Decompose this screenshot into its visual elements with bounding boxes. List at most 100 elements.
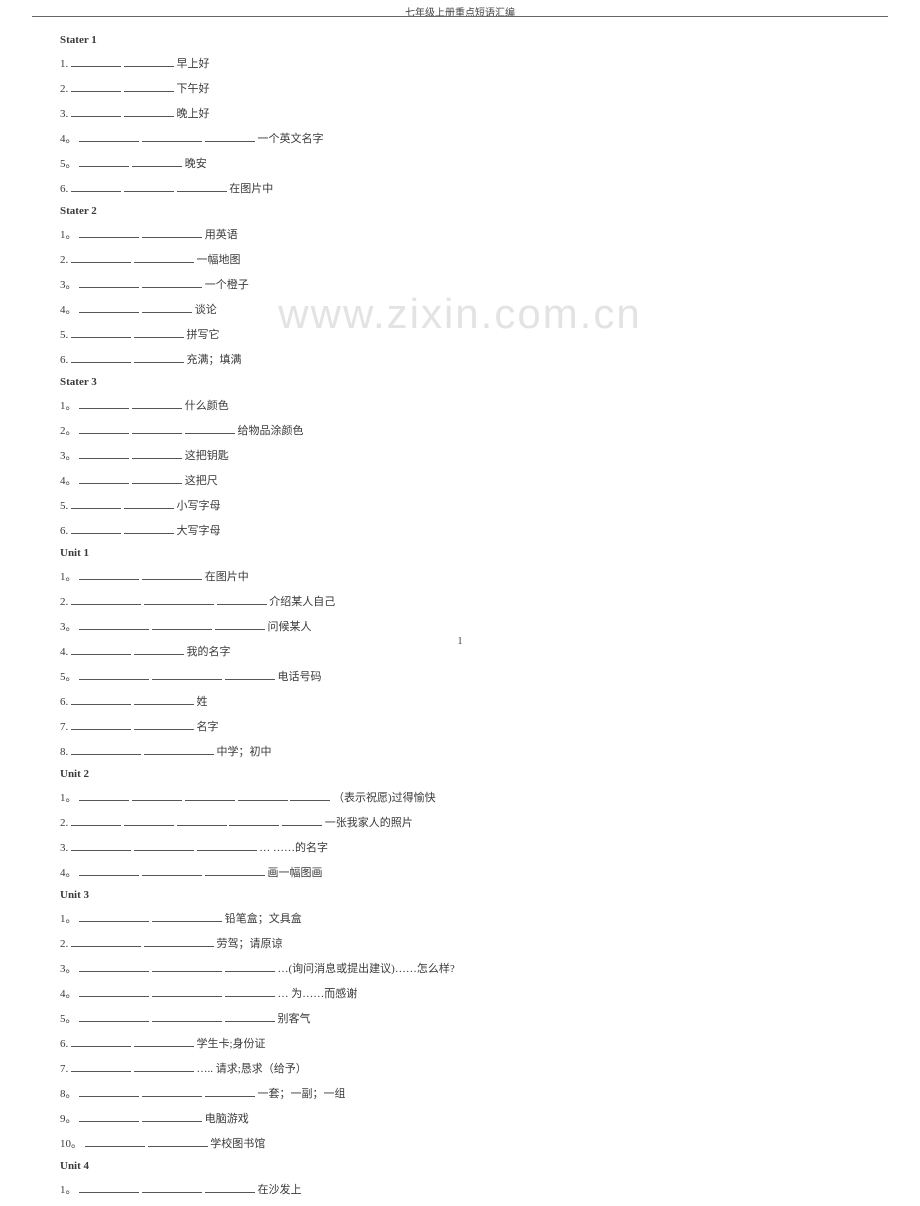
fill-blank [79,986,149,997]
content-columns: Stater 1 1. 早上好 2. 下午好 3. 晚上好 4。 一个英文名字 5。 晚安… [60,30,920,1206]
phrase-text: 什么颜色 [185,400,229,412]
fill-blank [152,1011,222,1022]
item-number: 2。 [60,425,79,437]
fill-blank [71,1036,131,1047]
phrase-text: …(询问消息或提出建议)……怎么样? [278,963,455,975]
phrase-text: 谈论 [195,304,217,316]
fill-blank [79,569,139,580]
phrase-text: 这把钥匙 [185,450,229,462]
fill-blank [142,1086,202,1097]
fill-blank [142,865,202,876]
item-number: 3. [60,842,71,854]
item-number: 1。 [60,913,79,925]
phrase-line: 2. 下午好 [60,80,490,96]
item-number: 6. [60,1038,71,1050]
section-title: Stater 1 [60,34,490,46]
fill-blank [79,131,139,142]
fill-blank [71,936,141,947]
phrase-text: 晚上好 [177,108,210,120]
item-number: 2. [60,938,71,950]
fill-blank [79,156,129,167]
fill-blank [71,1061,131,1072]
item-number: 4。 [60,304,79,316]
phrase-line: 3. 晚上好 [60,105,490,121]
phrase-line: 1。 铅笔盒；文具盒 [60,910,490,926]
phrase-text: 拼写它 [187,329,220,341]
fill-blank [79,961,149,972]
item-number: 1。 [60,229,79,241]
fill-blank [71,840,131,851]
fill-blank [71,498,121,509]
phrase-line: 2。 给物品涂颜色 [60,422,490,438]
item-number: 3。 [60,279,79,291]
fill-blank [71,327,131,338]
phrase-text: 介绍某人自己 [269,596,335,608]
phrase-text: 在沙发上 [258,1184,302,1196]
fill-blank [152,911,222,922]
fill-blank [79,669,149,680]
fill-blank [282,815,322,826]
fill-blank [79,227,139,238]
phrase-text: 早上好 [177,58,210,70]
fill-blank [217,594,267,605]
item-number: 8。 [60,1088,79,1100]
phrase-text: 在图片中 [205,571,249,583]
phrase-text: 别客气 [278,1013,311,1025]
fill-blank [225,961,275,972]
phrase-line: 5. 拼写它 [60,326,490,342]
fill-blank [79,473,129,484]
item-number: 4. [60,646,71,658]
item-number: 5。 [60,671,79,683]
item-number: 2. [60,254,71,266]
phrase-line: 3。 这把钥匙 [60,447,490,463]
fill-blank [142,277,202,288]
fill-blank [134,352,184,363]
fill-blank [71,815,121,826]
phrase-text: 一个橙子 [205,279,249,291]
fill-blank [142,569,202,580]
fill-blank [177,181,227,192]
fill-blank [290,790,330,801]
phrase-text: 电话号码 [278,671,322,683]
phrase-text: 晚安 [185,158,207,170]
phrase-text: 问候某人 [268,621,312,633]
item-number: 5。 [60,1013,79,1025]
item-number: 7. [60,1063,71,1075]
fill-blank [134,840,194,851]
fill-blank [132,156,182,167]
phrase-text: 一套；一副；一组 [258,1088,346,1100]
fill-blank [134,719,194,730]
item-number: 5. [60,329,71,341]
item-number: 4。 [60,867,79,879]
fill-blank [142,131,202,142]
phrase-line: 4。 谈论 [60,301,490,317]
fill-blank [85,1136,145,1147]
fill-blank [144,594,214,605]
phrase-line: 3。 …(询问消息或提出建议)……怎么样? [60,960,490,976]
phrase-line: 6. 在图片中 [60,180,490,196]
item-number: 4。 [60,133,79,145]
fill-blank [71,252,131,263]
fill-blank [132,423,182,434]
phrase-line: 4。 一个英文名字 [60,130,490,146]
item-number: 9。 [60,1113,79,1125]
phrase-text: 学校图书馆 [210,1138,265,1150]
fill-blank [205,131,255,142]
fill-blank [134,252,194,263]
fill-blank [71,644,131,655]
item-number: 1。 [60,571,79,583]
item-number: 5. [60,500,71,512]
fill-blank [152,669,222,680]
phrase-line: 2. 一幅地图 [60,251,490,267]
fill-blank [79,911,149,922]
phrase-text: ….. 请求;恳求（给予） [197,1063,307,1075]
item-number: 1. [60,58,71,70]
item-number: 1。 [60,792,79,804]
section-title: Unit 3 [60,889,490,901]
item-number: 2. [60,83,71,95]
item-number: 2. [60,817,71,829]
fill-blank [79,790,129,801]
fill-blank [238,790,288,801]
fill-blank [79,1182,139,1193]
item-number: 1。 [60,1184,79,1196]
